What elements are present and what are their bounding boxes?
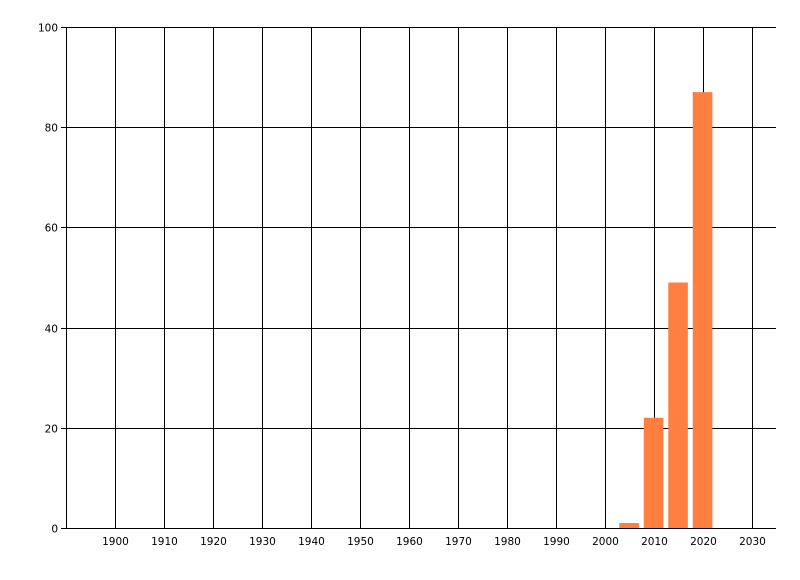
x-tick-label: 1970 xyxy=(445,536,472,548)
x-tick-label: 1900 xyxy=(102,536,129,548)
x-tick-label: 1940 xyxy=(298,536,325,548)
x-tick-label: 2000 xyxy=(592,536,619,548)
x-tick-label: 2020 xyxy=(690,536,717,548)
y-tick-label: 0 xyxy=(51,524,58,536)
y-tick-label: 40 xyxy=(45,324,58,336)
axes xyxy=(66,27,776,529)
tick-labels: 1900 1910 1920 1930 1940 1950 1960 1970 1980 1990… xyxy=(38,23,766,549)
bar-2015 xyxy=(668,282,688,528)
bar-2020 xyxy=(692,92,713,528)
y-tick-label: 60 xyxy=(45,223,58,235)
x-tick-label: 1910 xyxy=(151,536,178,548)
y-tick-label: 20 xyxy=(45,424,58,436)
y-tick-label: 80 xyxy=(45,123,58,135)
x-tick-label: 2030 xyxy=(739,536,766,548)
x-tick-label: 1960 xyxy=(396,536,423,548)
x-tick-label: 2010 xyxy=(641,536,668,548)
bar-2010 xyxy=(643,417,664,528)
y-tick-label: 100 xyxy=(38,23,58,35)
bar-2005 xyxy=(619,522,639,528)
x-tick-label: 1990 xyxy=(543,536,570,548)
x-tick-label: 1920 xyxy=(200,536,227,548)
x-tick-label: 1980 xyxy=(494,536,521,548)
bars xyxy=(619,92,713,528)
x-tick-label: 1930 xyxy=(249,536,276,548)
x-tick-label: 1950 xyxy=(347,536,374,548)
